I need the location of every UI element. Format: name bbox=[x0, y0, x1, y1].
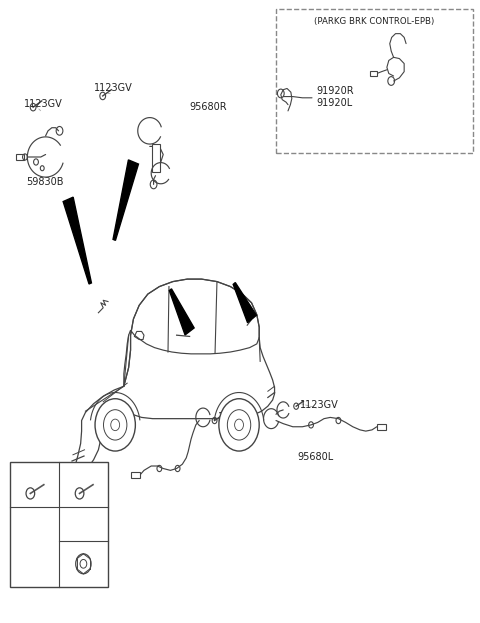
Text: (PARKG BRK CONTROL-EPB): (PARKG BRK CONTROL-EPB) bbox=[314, 17, 434, 26]
Polygon shape bbox=[233, 283, 256, 323]
Polygon shape bbox=[63, 197, 91, 284]
Text: 1123GV: 1123GV bbox=[94, 83, 132, 93]
Text: 95680R: 95680R bbox=[190, 102, 227, 112]
Bar bbox=[370, 71, 377, 75]
Circle shape bbox=[95, 399, 135, 451]
Text: 91920R: 91920R bbox=[317, 86, 354, 96]
Text: 1339CC: 1339CC bbox=[66, 520, 101, 528]
Circle shape bbox=[104, 410, 127, 440]
Text: 91920L: 91920L bbox=[317, 98, 353, 108]
Circle shape bbox=[80, 559, 87, 568]
Bar bbox=[131, 472, 140, 477]
Bar bbox=[16, 154, 24, 160]
Bar bbox=[10, 462, 108, 587]
Text: 1123GV: 1123GV bbox=[300, 400, 339, 410]
Bar bbox=[276, 9, 473, 153]
Bar bbox=[152, 143, 160, 171]
Text: 1129ED: 1129ED bbox=[66, 468, 101, 477]
Polygon shape bbox=[169, 289, 194, 335]
Text: 59830B: 59830B bbox=[26, 177, 64, 187]
Polygon shape bbox=[113, 160, 138, 240]
Bar bbox=[377, 424, 386, 430]
Circle shape bbox=[219, 399, 259, 451]
Circle shape bbox=[235, 419, 243, 430]
Text: 95680L: 95680L bbox=[298, 452, 334, 462]
Text: 1123GV: 1123GV bbox=[24, 99, 63, 109]
Text: 1123AL: 1123AL bbox=[17, 468, 51, 477]
Text: 59810B: 59810B bbox=[218, 426, 256, 436]
Circle shape bbox=[111, 419, 120, 430]
Circle shape bbox=[228, 410, 251, 440]
Text: 1123GV: 1123GV bbox=[218, 412, 257, 422]
